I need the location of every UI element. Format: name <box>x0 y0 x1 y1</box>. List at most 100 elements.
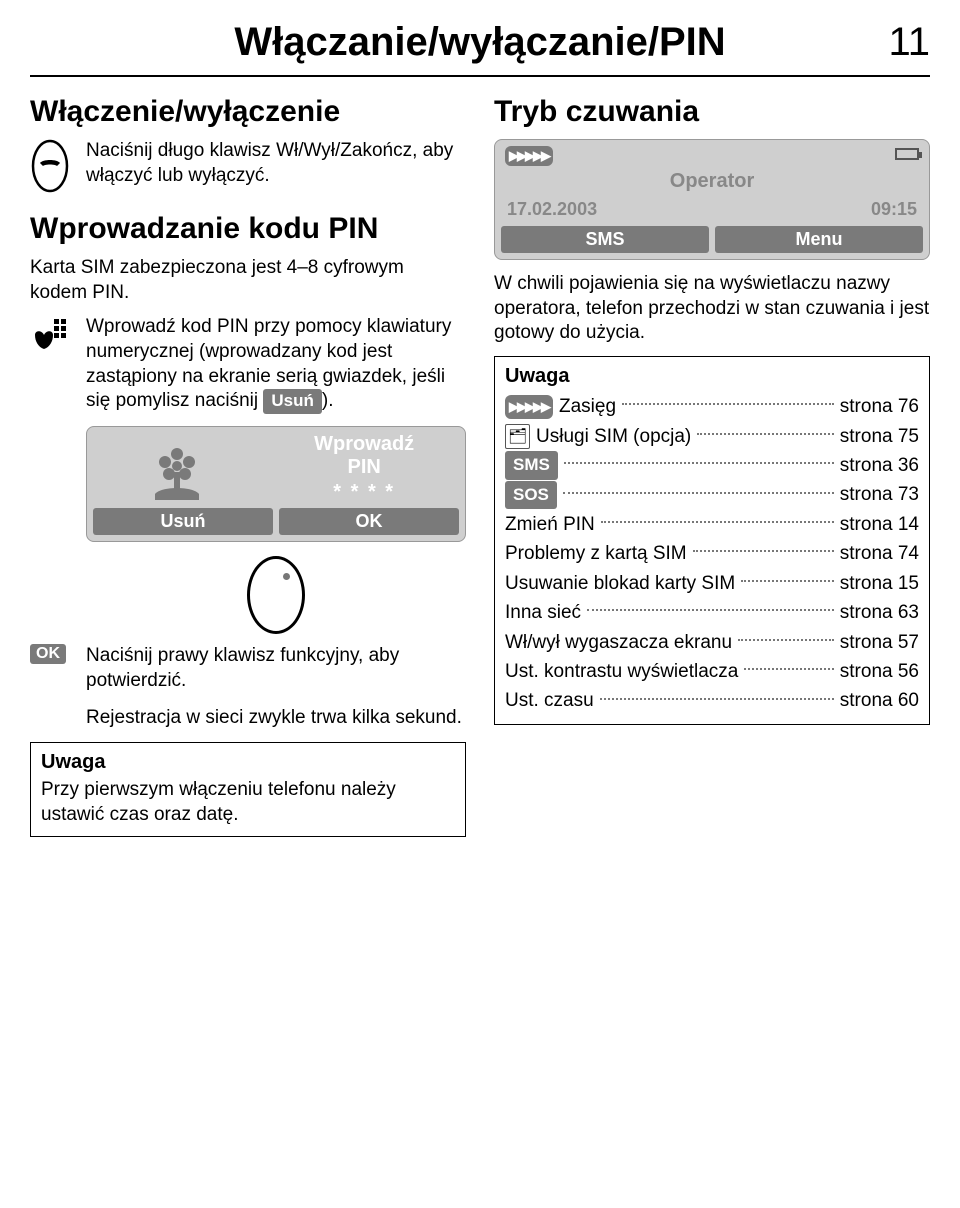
reference-row: Inna sieć strona 63 <box>505 598 919 627</box>
reference-page: strona 75 <box>840 422 919 451</box>
reference-label-text: Usługi SIM (opcja) <box>536 422 691 451</box>
reference-label-text: Wł/wył wygaszacza ekranu <box>505 628 732 657</box>
keypad-icon <box>30 315 74 414</box>
reference-label: Wł/wył wygaszacza ekranu <box>505 628 732 657</box>
end-key-icon <box>30 139 74 198</box>
reference-row: SOS strona 73 <box>505 480 919 509</box>
soft-sms[interactable]: SMS <box>501 226 709 253</box>
dots-leader <box>587 609 834 611</box>
operator-text: Operator <box>501 170 923 193</box>
page-title: Włączanie/wyłączanie/PIN <box>234 20 725 65</box>
reference-row: Zmień PIN strona 14 <box>505 510 919 539</box>
sim-protection-text: Karta SIM zabezpieczona jest 4–8 cyfrowy… <box>30 256 466 305</box>
reference-page: strona 56 <box>840 657 919 686</box>
right-softkey-icon <box>247 556 305 634</box>
reference-row: Wł/wył wygaszacza ekranustrona 57 <box>505 628 919 657</box>
reference-label-text: Ust. czasu <box>505 686 594 715</box>
note-box-left: Uwaga Przy pierwszym włączeniu telefonu … <box>30 742 466 836</box>
reference-page: strona 36 <box>840 451 919 480</box>
reference-label-text: Usuwanie blokad karty SIM <box>505 569 735 598</box>
reference-label: Inna sieć <box>505 598 581 627</box>
reference-label-text: Ust. kontrastu wyświetlacza <box>505 657 738 686</box>
soft-ok-label: OK <box>30 644 66 664</box>
reference-page: strona 60 <box>840 686 919 715</box>
reference-page: strona 14 <box>840 510 919 539</box>
dots-leader <box>741 580 834 582</box>
reference-row: Problemy z kartą SIM strona 74 <box>505 539 919 568</box>
reference-label-text: Inna sieć <box>505 598 581 627</box>
registration-row: Rejestracja w sieci zwykle trwa kilka se… <box>30 706 466 731</box>
section-power-toggle: Włączenie/wyłączenie <box>30 95 466 129</box>
standby-date: 17.02.2003 <box>507 199 597 220</box>
pin-screen-text: Wprowadź PIN * * * * <box>269 433 459 504</box>
ok-confirm-row: OK Naciśnij prawy klawisz funkcyjny, aby… <box>30 644 466 693</box>
reference-page: strona 73 <box>840 480 919 509</box>
standby-body-text: W chwili pojawienia się na wyświetlaczu … <box>494 272 930 346</box>
section-standby: Tryb czuwania <box>494 95 930 129</box>
dots-leader <box>601 521 834 523</box>
sim-icon: 🗂 <box>505 424 530 449</box>
reference-label: Ust. czasu <box>505 686 594 715</box>
soft-delete-inline: Usuń <box>263 389 322 413</box>
reference-list: ▶▶▶▶▶Zasięg strona 76 🗂Usługi SIM (opcja) s… <box>505 392 919 716</box>
reference-label-text: Problemy z kartą SIM <box>505 539 687 568</box>
sms-softkey-ref: SMS <box>505 451 558 479</box>
soft-menu[interactable]: Menu <box>715 226 923 253</box>
reference-label: Usuwanie blokad karty SIM <box>505 569 735 598</box>
reference-row: Ust. czasu strona 60 <box>505 686 919 715</box>
reference-label: Zmień PIN <box>505 510 595 539</box>
note-title-left: Uwaga <box>41 751 455 774</box>
power-instruction-row: Naciśnij długo klawisz Wł/Wył/Zakończ, a… <box>30 139 466 198</box>
dots-leader <box>738 639 834 641</box>
dots-leader <box>744 668 833 670</box>
reference-label: SMS <box>505 451 558 479</box>
standby-screen: ▶▶▶▶▶ Operator 17.02.2003 09:15 SMS Menu <box>494 139 930 260</box>
pin-entry-screen: Wprowadź PIN * * * * Usuń OK <box>86 426 466 542</box>
pin-screen-line2: PIN <box>269 456 459 479</box>
reference-page: strona 74 <box>840 539 919 568</box>
reference-row: 🗂Usługi SIM (opcja) strona 75 <box>505 422 919 451</box>
pin-screen-art-icon <box>93 433 261 504</box>
pin-instruction-text: Wprowadź kod PIN przy pomocy klawiatury … <box>86 315 466 414</box>
reference-label: 🗂Usługi SIM (opcja) <box>505 422 691 451</box>
reference-row: ▶▶▶▶▶Zasięg strona 76 <box>505 392 919 421</box>
note-box-right: Uwaga ▶▶▶▶▶Zasięgstrona 76🗂Usługi SIM (o… <box>494 356 930 725</box>
right-column: Tryb czuwania ▶▶▶▶▶ Operator 17.02.2003 … <box>494 95 930 837</box>
reference-row: Ust. kontrastu wyświetlacza strona 56 <box>505 657 919 686</box>
section-enter-pin: Wprowadzanie kodu PIN <box>30 212 466 246</box>
reference-label: Ust. kontrastu wyświetlacza <box>505 657 738 686</box>
dots-leader <box>563 492 834 494</box>
page-number: 11 <box>888 20 930 65</box>
battery-icon <box>895 148 919 160</box>
pin-screen-stars: * * * * <box>269 481 459 504</box>
signal-icon: ▶▶▶▶▶ <box>505 146 553 166</box>
dots-leader <box>600 698 834 700</box>
ok-confirm-text: Naciśnij prawy klawisz funkcyjny, aby po… <box>86 644 466 693</box>
pin-instruction-row: Wprowadź kod PIN przy pomocy klawiatury … <box>30 315 466 414</box>
left-column: Włączenie/wyłączenie Naciśnij długo klaw… <box>30 95 466 837</box>
pin-screen-line1: Wprowadź <box>269 433 459 456</box>
dots-leader <box>564 462 834 464</box>
note-title-right: Uwaga <box>505 365 919 388</box>
reference-label: Problemy z kartą SIM <box>505 539 687 568</box>
reference-page: strona 15 <box>840 569 919 598</box>
standby-time: 09:15 <box>871 199 917 220</box>
reference-row: SMS strona 36 <box>505 451 919 480</box>
reference-label: SOS <box>505 481 557 509</box>
reference-page: strona 63 <box>840 598 919 627</box>
two-column-layout: Włączenie/wyłączenie Naciśnij długo klaw… <box>30 95 930 837</box>
reference-label: ▶▶▶▶▶Zasięg <box>505 392 616 421</box>
reference-label-text: Zmień PIN <box>505 510 595 539</box>
reference-label-text: Zasięg <box>559 392 616 421</box>
registration-text: Rejestracja w sieci zwykle trwa kilka se… <box>86 706 466 731</box>
power-instruction-span: Naciśnij długo klawisz Wł/Wył/Zakończ, a… <box>86 140 453 186</box>
soft-ok[interactable]: OK <box>279 508 459 535</box>
sos-softkey-ref: SOS <box>505 481 557 509</box>
dots-leader <box>693 550 834 552</box>
signal-icon: ▶▶▶▶▶ <box>505 395 553 419</box>
dots-leader <box>697 433 834 435</box>
reference-row: Usuwanie blokad karty SIM strona 15 <box>505 569 919 598</box>
reference-page: strona 76 <box>840 392 919 421</box>
soft-delete[interactable]: Usuń <box>93 508 273 535</box>
page-header: Włączanie/wyłączanie/PIN 11 <box>30 20 930 77</box>
